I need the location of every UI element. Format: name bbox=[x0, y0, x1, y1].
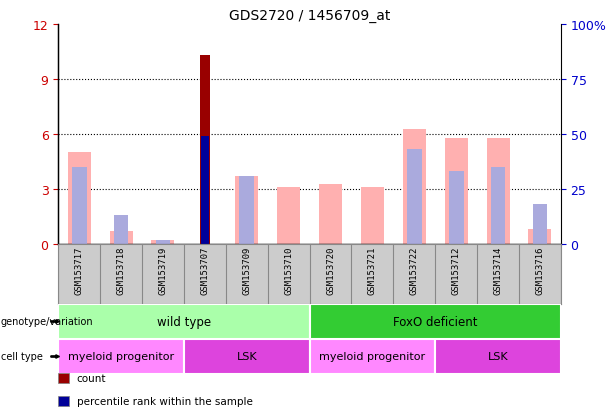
Bar bbox=[67, 153, 91, 244]
Text: percentile rank within the sample: percentile rank within the sample bbox=[77, 396, 253, 406]
Text: FoxO deficient: FoxO deficient bbox=[393, 315, 478, 328]
Bar bbox=[200, 56, 210, 244]
Text: LSK: LSK bbox=[237, 351, 257, 362]
Bar bbox=[201, 137, 208, 244]
Bar bbox=[151, 241, 175, 244]
Bar bbox=[403, 129, 426, 244]
Bar bbox=[407, 150, 422, 244]
Bar bbox=[235, 177, 258, 244]
Bar bbox=[58, 339, 184, 374]
Text: GSM153707: GSM153707 bbox=[200, 246, 210, 294]
Bar bbox=[449, 172, 463, 244]
Bar bbox=[361, 188, 384, 244]
Bar bbox=[114, 216, 128, 244]
Text: genotype/variation: genotype/variation bbox=[1, 317, 93, 327]
Text: GSM153718: GSM153718 bbox=[116, 246, 126, 294]
Bar bbox=[156, 240, 170, 244]
Text: GSM153719: GSM153719 bbox=[158, 246, 167, 294]
Bar bbox=[110, 232, 132, 244]
Bar bbox=[310, 339, 435, 374]
Text: GSM153714: GSM153714 bbox=[493, 246, 503, 294]
Text: GSM153712: GSM153712 bbox=[452, 246, 461, 294]
Bar bbox=[444, 138, 468, 244]
Bar bbox=[487, 138, 509, 244]
Text: cell type: cell type bbox=[1, 351, 42, 362]
Bar bbox=[184, 339, 310, 374]
Bar bbox=[277, 188, 300, 244]
Bar bbox=[491, 168, 505, 244]
Bar bbox=[310, 304, 561, 339]
Title: GDS2720 / 1456709_at: GDS2720 / 1456709_at bbox=[229, 9, 390, 23]
Text: GSM153722: GSM153722 bbox=[409, 246, 419, 294]
Bar bbox=[528, 230, 552, 244]
Text: GSM153720: GSM153720 bbox=[326, 246, 335, 294]
Text: myeloid progenitor: myeloid progenitor bbox=[68, 351, 174, 362]
Bar bbox=[58, 304, 310, 339]
Text: GSM153710: GSM153710 bbox=[284, 246, 293, 294]
Text: myeloid progenitor: myeloid progenitor bbox=[319, 351, 425, 362]
Bar bbox=[240, 176, 254, 244]
Text: GSM153716: GSM153716 bbox=[535, 246, 544, 294]
Text: wild type: wild type bbox=[157, 315, 211, 328]
Text: GSM153709: GSM153709 bbox=[242, 246, 251, 294]
Text: LSK: LSK bbox=[488, 351, 508, 362]
Text: GSM153717: GSM153717 bbox=[75, 246, 84, 294]
Text: count: count bbox=[77, 373, 106, 383]
Text: GSM153721: GSM153721 bbox=[368, 246, 377, 294]
Bar bbox=[319, 184, 342, 244]
Bar bbox=[72, 168, 86, 244]
Bar bbox=[435, 339, 561, 374]
Bar bbox=[533, 205, 547, 244]
